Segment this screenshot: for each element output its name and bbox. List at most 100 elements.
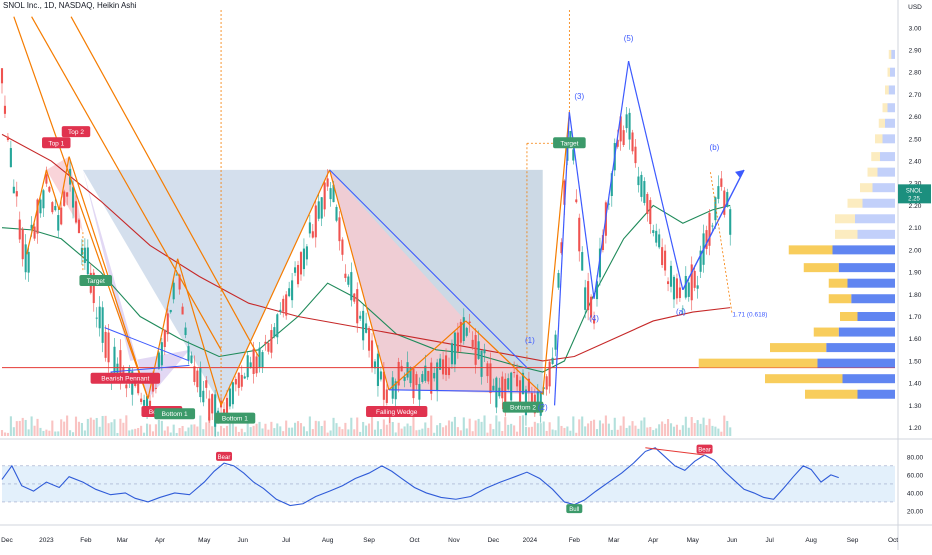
candle: [279, 309, 282, 312]
price-tick-label: 2.20: [909, 203, 922, 210]
candle: [518, 380, 522, 408]
candle: [305, 246, 308, 260]
volume-bar: [415, 430, 418, 436]
volume-bar: [113, 419, 116, 436]
time-tick-label: Jun: [727, 537, 738, 544]
volume-profile-sell: [840, 312, 858, 322]
pattern-label-bg: [502, 401, 544, 413]
candle: [607, 203, 610, 205]
volume-bar: [678, 429, 681, 436]
candle: [551, 357, 554, 364]
volume-profile-buy: [891, 49, 895, 59]
candle: [137, 383, 140, 394]
volume-bar: [231, 420, 234, 436]
candle: [545, 376, 548, 390]
candle: [563, 180, 566, 205]
candle: [228, 388, 231, 407]
volume-bar: [720, 431, 723, 436]
price-tick-label: 3.00: [909, 25, 922, 32]
time-tick-label: Apr: [155, 537, 166, 544]
candle: [341, 239, 344, 255]
volume-bar: [125, 415, 128, 436]
volume-bar: [296, 421, 300, 436]
volume-bar: [587, 423, 590, 436]
candle: [323, 182, 326, 210]
candle: [616, 139, 619, 147]
candle: [234, 379, 237, 385]
chart-title: SNOL Inc., 1D, NASDAQ, Heikin Ashi: [3, 1, 137, 10]
volume-bar: [610, 429, 613, 436]
time-tick-label: Jul: [282, 537, 291, 544]
candle: [116, 363, 119, 376]
pattern-line: [542, 112, 570, 395]
candle: [122, 367, 125, 379]
pattern-line: [329, 169, 390, 390]
volume-bar: [536, 423, 539, 436]
candle: [285, 294, 288, 316]
volume-bar: [9, 416, 12, 436]
candle: [187, 346, 190, 361]
candle: [267, 342, 270, 352]
volume-bar: [382, 419, 385, 436]
volume-bar: [350, 417, 353, 436]
volume-bar: [187, 427, 190, 436]
candle: [622, 130, 625, 145]
candle: [157, 352, 160, 369]
candle: [353, 293, 356, 302]
volume-bar: [338, 426, 341, 436]
pattern-line: [465, 320, 544, 395]
pattern-label: Falling Wedge: [376, 409, 418, 416]
candle: [288, 288, 291, 297]
volume-profile-sell: [835, 229, 858, 239]
volume-bar: [566, 426, 569, 436]
price-badge-ticker: SNOL: [906, 188, 923, 194]
volume-bar: [548, 422, 551, 436]
candle: [30, 224, 33, 229]
candle: [421, 374, 424, 382]
time-tick-label: Mar: [608, 537, 620, 544]
candle: [276, 314, 279, 338]
volume-bar: [77, 421, 81, 436]
wave-label: (1): [525, 336, 535, 345]
price-axis-unit: USD: [908, 4, 922, 11]
candle: [184, 327, 187, 336]
candle: [658, 234, 661, 248]
candle: [601, 235, 604, 251]
measured-move-zone: [82, 169, 330, 406]
candle: [409, 367, 412, 384]
volume-profile-sell: [888, 49, 892, 59]
volume-bar: [643, 417, 646, 436]
volume-bar: [137, 428, 140, 436]
time-tick-label: Aug: [322, 537, 334, 544]
candle: [672, 276, 676, 300]
volume-bar: [501, 431, 504, 436]
volume-bar: [388, 417, 391, 436]
volume-bar: [518, 415, 522, 436]
volume-bar: [569, 430, 572, 436]
pattern-line: [13, 16, 149, 399]
candle: [444, 355, 448, 375]
volume-bar: [110, 422, 113, 436]
volume-bar: [252, 425, 255, 436]
volume-bar: [217, 431, 220, 436]
candle: [548, 361, 551, 387]
candle: [199, 368, 202, 398]
volume-bar: [575, 432, 578, 436]
candle: [521, 372, 525, 394]
volume-bar: [693, 423, 696, 436]
wave-line: [627, 60, 684, 290]
volume-bar: [495, 415, 498, 436]
volume-bar: [0, 430, 4, 436]
volume-bar: [104, 415, 107, 436]
candle: [273, 327, 276, 337]
volume-bar: [489, 423, 492, 436]
candle: [418, 384, 421, 400]
volume-bar: [418, 429, 421, 436]
volume-bar: [214, 419, 217, 436]
volume-bar: [291, 427, 294, 436]
time-tick-label: Feb: [569, 537, 581, 544]
volume-bar: [146, 423, 149, 436]
candle: [71, 187, 75, 208]
volume-bar: [33, 425, 36, 436]
